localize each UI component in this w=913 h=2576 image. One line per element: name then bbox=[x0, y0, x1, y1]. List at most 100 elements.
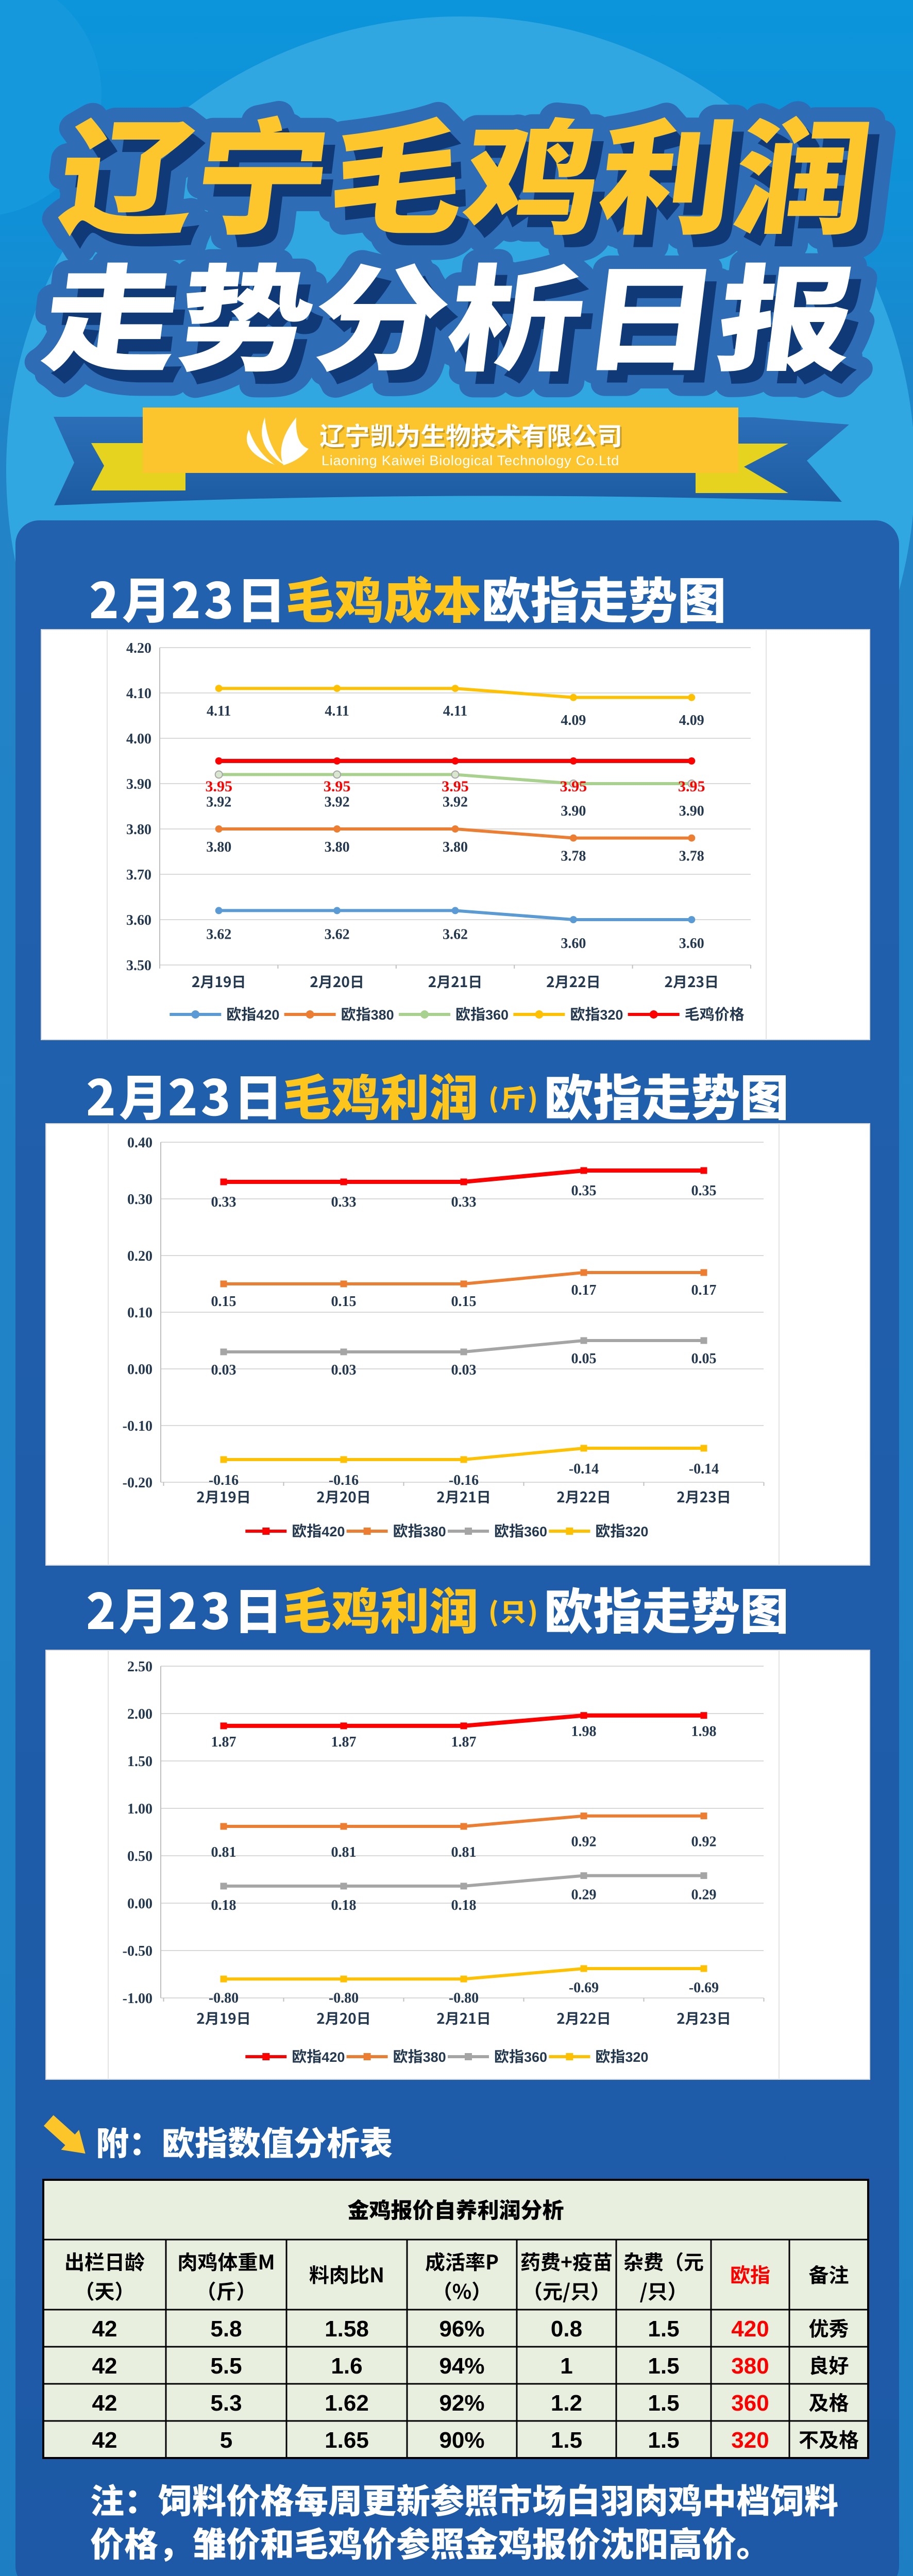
svg-text:0.8: 0.8 bbox=[551, 2316, 582, 2342]
svg-text:1.58: 1.58 bbox=[325, 2316, 369, 2342]
svg-text:-0.14: -0.14 bbox=[689, 1461, 719, 1477]
svg-text:380: 380 bbox=[731, 2353, 769, 2379]
svg-text:3.80: 3.80 bbox=[325, 839, 350, 855]
svg-text:0.18: 0.18 bbox=[211, 1897, 236, 1913]
svg-text:0.03: 0.03 bbox=[331, 1362, 357, 1378]
svg-text:0.81: 0.81 bbox=[331, 1844, 357, 1860]
svg-text:3.60: 3.60 bbox=[126, 912, 151, 928]
svg-text:42: 42 bbox=[92, 2391, 117, 2416]
svg-text:-0.80: -0.80 bbox=[449, 1990, 479, 2006]
svg-text:360: 360 bbox=[524, 1524, 547, 1539]
svg-text:Liaoning Kaiwei Biological Tec: Liaoning Kaiwei Biological Technology Co… bbox=[322, 453, 619, 468]
svg-text:3.92: 3.92 bbox=[325, 794, 350, 810]
svg-text:-0.14: -0.14 bbox=[569, 1461, 599, 1477]
svg-text:420: 420 bbox=[322, 1524, 345, 1539]
svg-text:360: 360 bbox=[485, 1007, 509, 1023]
svg-text:1.6: 1.6 bbox=[331, 2353, 362, 2379]
svg-text:0.15: 0.15 bbox=[211, 1294, 236, 1310]
svg-text:3.80: 3.80 bbox=[206, 839, 231, 855]
svg-text:4.00: 4.00 bbox=[126, 731, 151, 747]
svg-text:420: 420 bbox=[322, 2049, 345, 2065]
svg-text:4.09: 4.09 bbox=[561, 713, 586, 728]
svg-text:0.81: 0.81 bbox=[451, 1844, 477, 1860]
svg-text:-0.80: -0.80 bbox=[329, 1990, 359, 2006]
svg-text:4.11: 4.11 bbox=[207, 703, 231, 719]
svg-text:2.00: 2.00 bbox=[127, 1706, 153, 1722]
svg-text:1.87: 1.87 bbox=[451, 1734, 477, 1750]
svg-text:-1.00: -1.00 bbox=[123, 1991, 153, 2007]
svg-text:3.60: 3.60 bbox=[679, 936, 704, 952]
svg-text:1.65: 1.65 bbox=[325, 2428, 369, 2453]
svg-text:42: 42 bbox=[92, 2316, 117, 2342]
svg-text:42: 42 bbox=[92, 2428, 117, 2453]
svg-text:0.33: 0.33 bbox=[211, 1194, 236, 1210]
svg-text:-0.16: -0.16 bbox=[449, 1472, 479, 1488]
svg-text:4.11: 4.11 bbox=[325, 703, 349, 719]
svg-text:320: 320 bbox=[600, 1007, 623, 1023]
svg-text:1.5: 1.5 bbox=[648, 2316, 679, 2342]
svg-text:360: 360 bbox=[731, 2391, 769, 2416]
svg-text:-0.10: -0.10 bbox=[123, 1418, 153, 1434]
svg-text:0.92: 0.92 bbox=[571, 1834, 597, 1850]
svg-text:3.60: 3.60 bbox=[561, 936, 586, 952]
svg-text:-0.16: -0.16 bbox=[209, 1472, 239, 1488]
svg-text:3.78: 3.78 bbox=[561, 849, 586, 865]
svg-text:420: 420 bbox=[256, 1007, 279, 1023]
svg-text:3.95: 3.95 bbox=[205, 778, 232, 795]
svg-text:0.00: 0.00 bbox=[127, 1362, 153, 1378]
svg-text:420: 420 bbox=[731, 2316, 769, 2342]
svg-text:4.09: 4.09 bbox=[679, 713, 704, 728]
svg-text:4.20: 4.20 bbox=[126, 640, 151, 656]
svg-text:1: 1 bbox=[560, 2353, 572, 2379]
svg-text:3.50: 3.50 bbox=[126, 958, 151, 974]
svg-text:0.17: 0.17 bbox=[691, 1282, 717, 1298]
svg-text:320: 320 bbox=[731, 2428, 769, 2453]
svg-text:1.62: 1.62 bbox=[325, 2391, 369, 2416]
svg-text:3.92: 3.92 bbox=[443, 794, 468, 810]
svg-text:-0.16: -0.16 bbox=[329, 1472, 359, 1488]
svg-text:0.10: 0.10 bbox=[127, 1305, 153, 1321]
svg-text:3.78: 3.78 bbox=[679, 849, 704, 865]
svg-text:3.90: 3.90 bbox=[126, 776, 151, 792]
svg-text:1.87: 1.87 bbox=[331, 1734, 357, 1750]
svg-text:1.5: 1.5 bbox=[648, 2353, 679, 2379]
svg-text:-0.20: -0.20 bbox=[123, 1475, 153, 1491]
svg-text:320: 320 bbox=[625, 1524, 648, 1539]
svg-text:3.95: 3.95 bbox=[324, 778, 351, 795]
svg-text:2.50: 2.50 bbox=[127, 1659, 153, 1675]
svg-text:0.15: 0.15 bbox=[451, 1294, 477, 1310]
svg-text:0.00: 0.00 bbox=[127, 1896, 153, 1912]
svg-text:0.05: 0.05 bbox=[691, 1351, 717, 1367]
svg-text:-0.50: -0.50 bbox=[123, 1943, 153, 1959]
svg-text:0.17: 0.17 bbox=[571, 1282, 597, 1298]
svg-text:-0.69: -0.69 bbox=[569, 1980, 599, 1996]
svg-text:0.18: 0.18 bbox=[451, 1897, 477, 1913]
svg-text:1.2: 1.2 bbox=[551, 2391, 582, 2416]
svg-text:4.11: 4.11 bbox=[443, 703, 467, 719]
svg-text:1.87: 1.87 bbox=[211, 1734, 236, 1750]
svg-text:0.29: 0.29 bbox=[691, 1887, 717, 1903]
svg-text:3.62: 3.62 bbox=[206, 926, 231, 942]
svg-text:1.98: 1.98 bbox=[691, 1724, 717, 1740]
svg-text:1.5: 1.5 bbox=[648, 2428, 679, 2453]
svg-text:3.80: 3.80 bbox=[126, 822, 151, 838]
svg-text:5.8: 5.8 bbox=[210, 2316, 242, 2342]
svg-text:92%: 92% bbox=[439, 2391, 484, 2416]
svg-text:3.95: 3.95 bbox=[678, 778, 705, 795]
svg-text:5.3: 5.3 bbox=[210, 2391, 242, 2416]
svg-text:0.15: 0.15 bbox=[331, 1294, 357, 1310]
svg-text:0.29: 0.29 bbox=[571, 1887, 597, 1903]
svg-text:90%: 90% bbox=[439, 2428, 484, 2453]
svg-text:3.80: 3.80 bbox=[443, 839, 468, 855]
svg-text:380: 380 bbox=[371, 1007, 394, 1023]
svg-text:0.35: 0.35 bbox=[691, 1183, 717, 1199]
svg-text:0.50: 0.50 bbox=[127, 1849, 153, 1865]
svg-text:380: 380 bbox=[423, 2049, 446, 2065]
svg-text:3.62: 3.62 bbox=[443, 926, 468, 942]
svg-text:3.62: 3.62 bbox=[325, 926, 350, 942]
svg-text:360: 360 bbox=[524, 2049, 547, 2065]
svg-text:0.33: 0.33 bbox=[331, 1194, 357, 1210]
svg-text:5: 5 bbox=[220, 2428, 232, 2453]
svg-text:320: 320 bbox=[625, 2049, 648, 2065]
svg-text:4.10: 4.10 bbox=[126, 686, 151, 702]
